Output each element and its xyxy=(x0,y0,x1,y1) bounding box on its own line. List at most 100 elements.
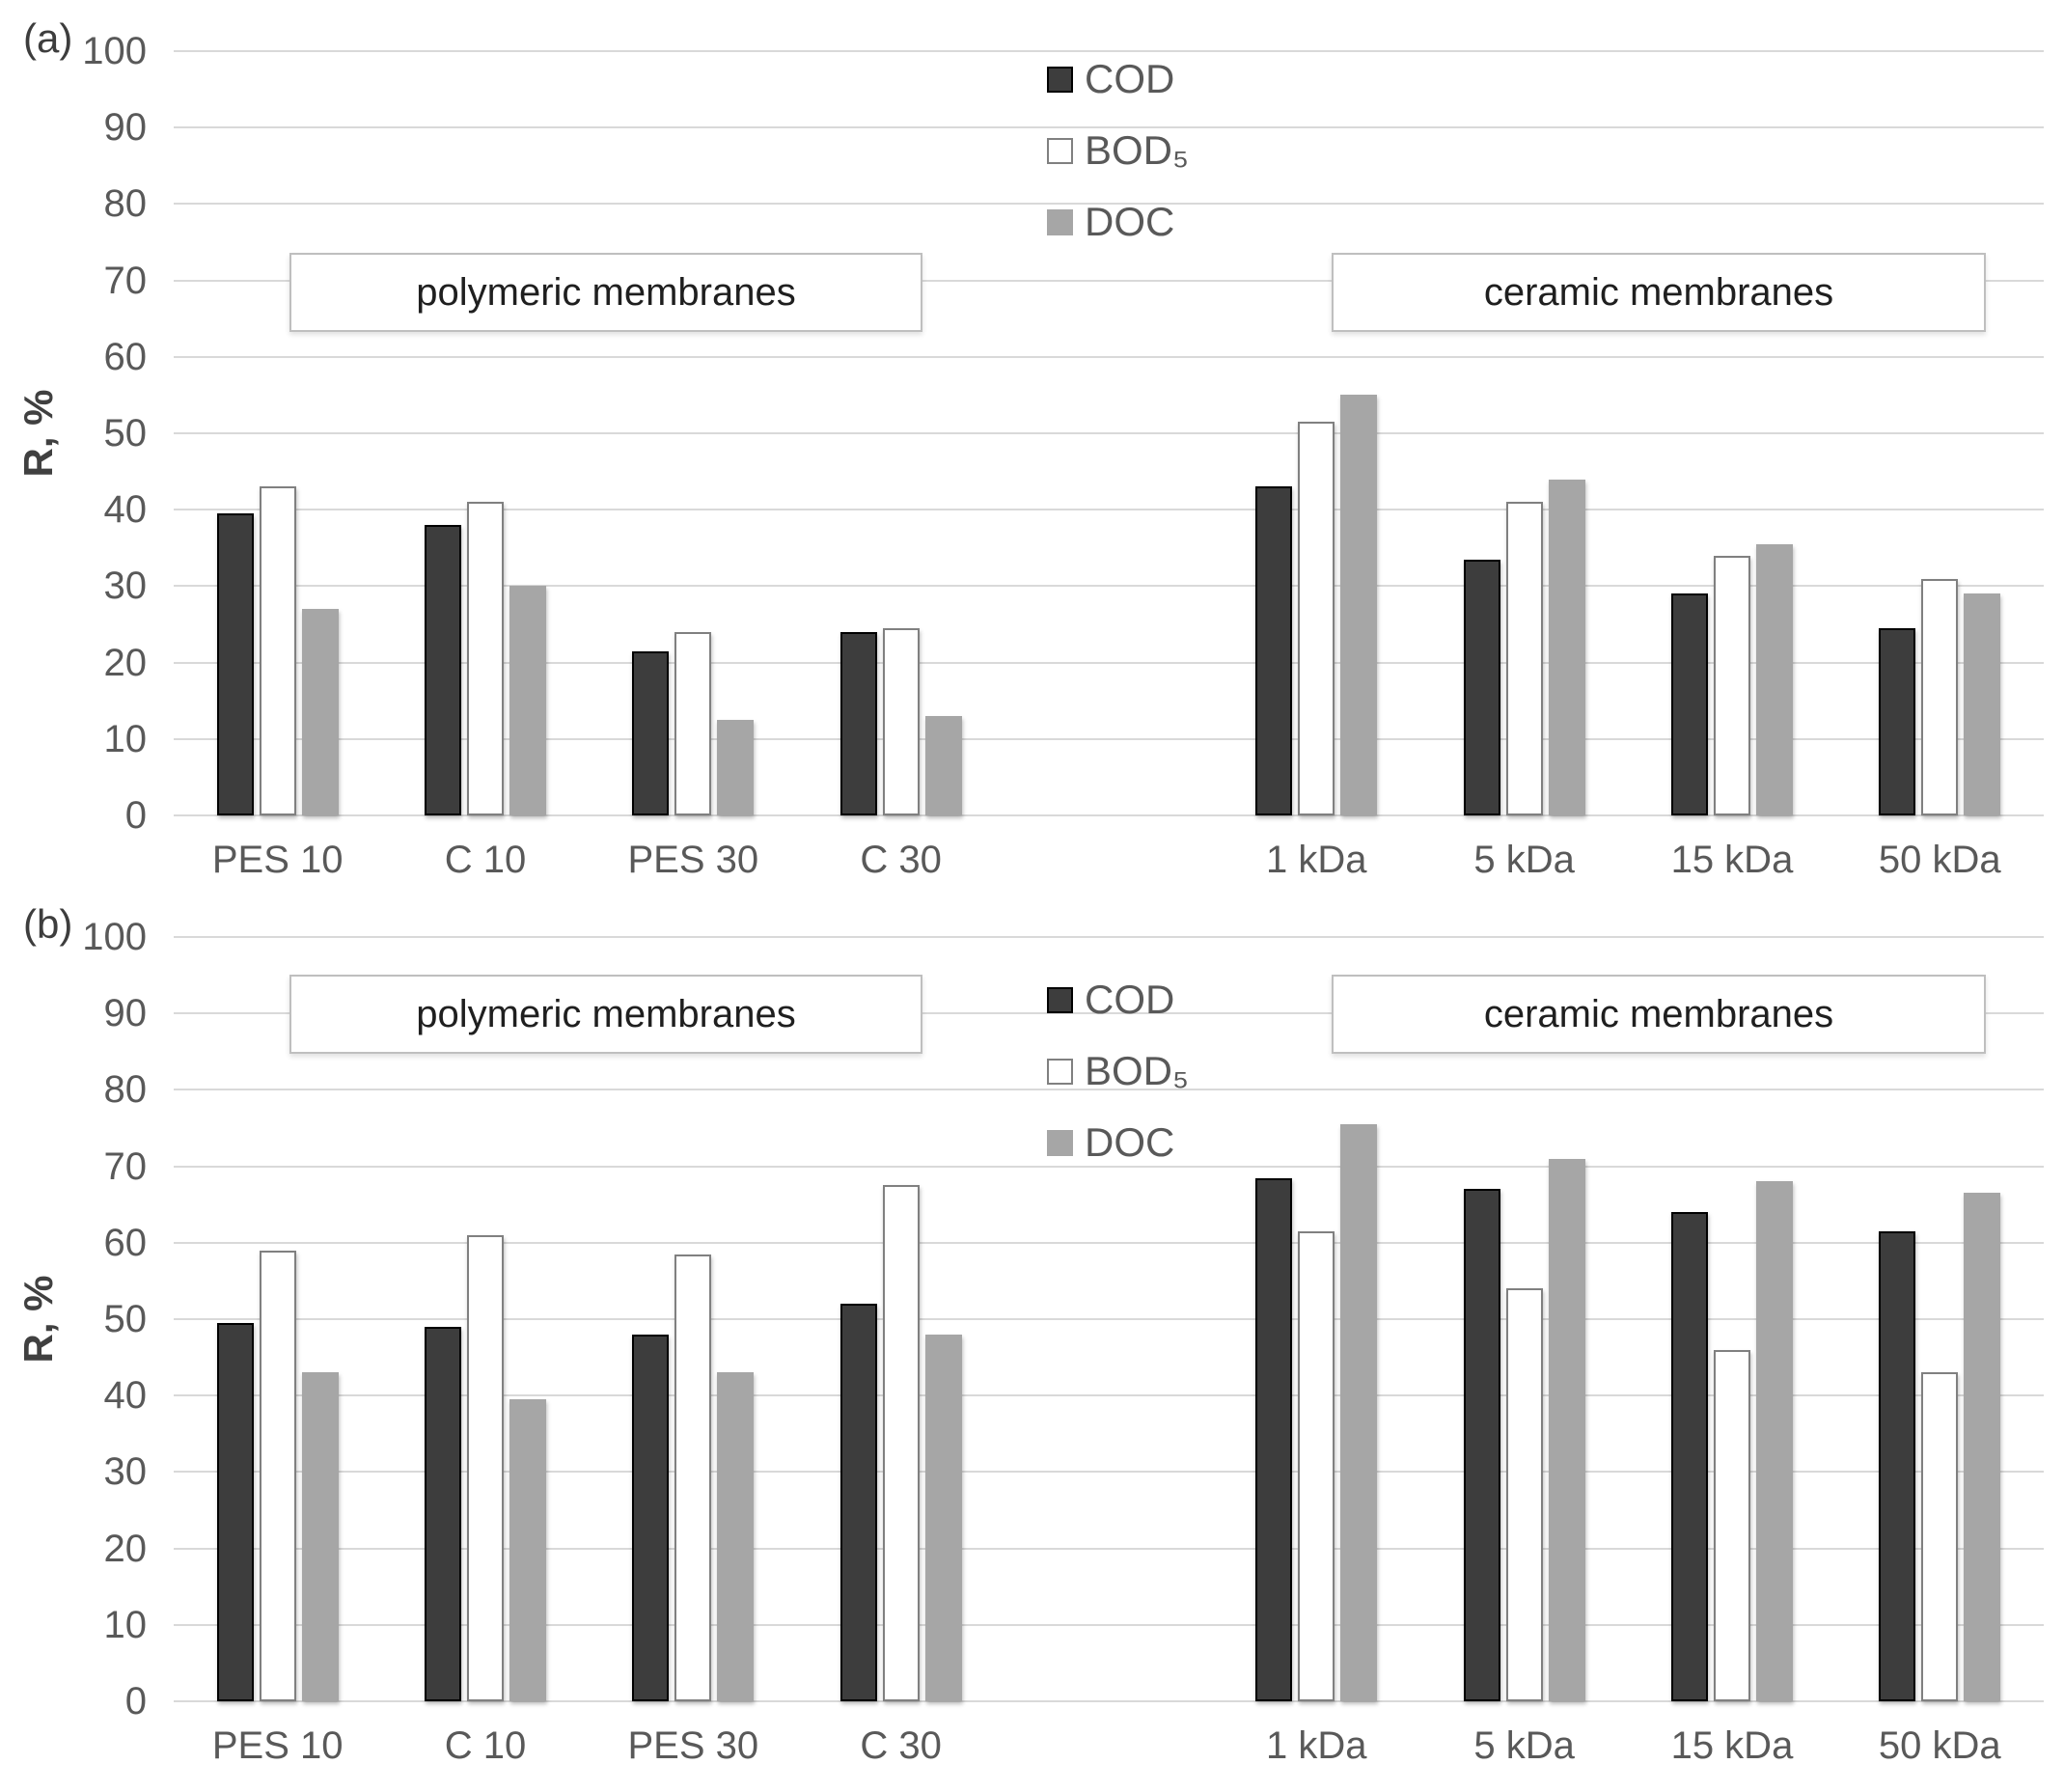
legend-item-COD: COD xyxy=(1047,56,1189,102)
category-spacer xyxy=(1004,1724,1212,1768)
bar-DOC-PES 30 xyxy=(717,1372,755,1701)
category-label-50 kDa: 50 kDa xyxy=(1878,839,2001,881)
legend-item-BOD₅: BOD₅ xyxy=(1047,127,1189,174)
legend-label: BOD₅ xyxy=(1085,1048,1189,1093)
category-label-PES 30: PES 30 xyxy=(627,839,759,881)
bar-COD-PES 30 xyxy=(632,1334,670,1701)
legend-marker-COD xyxy=(1047,986,1073,1013)
legend-marker-DOC xyxy=(1047,1129,1073,1156)
bar-DOC-50 kDa xyxy=(1964,1193,2001,1701)
bar-BOD₅-5 kDa xyxy=(1505,1288,1543,1701)
bar-BOD₅-PES 30 xyxy=(674,631,712,815)
gridline-30 xyxy=(174,1471,2044,1474)
category-label-1 kDa: 1 kDa xyxy=(1266,839,1367,881)
panel-b: (b) R, % polymeric membranes ceramic mem… xyxy=(0,886,2064,1782)
category-axis: PES 10 C 10 PES 30 C 30 1 kDa 5 kDa 15 kDa 50 k… xyxy=(174,839,2044,882)
bar-group-PES 30 xyxy=(590,631,797,815)
panel-a-label: (a) xyxy=(23,15,73,61)
bar-COD-C 30 xyxy=(839,1304,877,1701)
bar-group-15 kDa xyxy=(1628,1181,1835,1701)
bar-BOD₅-15 kDa xyxy=(1713,1349,1750,1701)
gridline-40 xyxy=(174,509,2044,511)
bar-DOC-5 kDa xyxy=(1548,1158,1585,1701)
bar-BOD₅-C 30 xyxy=(882,1185,920,1701)
gridline-50 xyxy=(174,1318,2044,1320)
bar-COD-50 kDa xyxy=(1879,628,1916,815)
legend-marker-BOD₅ xyxy=(1047,1058,1073,1085)
bar-BOD₅-PES 10 xyxy=(259,1250,296,1701)
bar-group-50 kDa xyxy=(1836,1193,2044,1701)
y-tick-100: 100 xyxy=(82,30,147,72)
bar-group-PES 10 xyxy=(174,486,381,815)
y-tick-10: 10 xyxy=(103,1603,148,1646)
bar-BOD₅-C 10 xyxy=(466,502,504,815)
y-tick-90: 90 xyxy=(103,106,148,150)
annotation-ceramic-membranes: ceramic membranes xyxy=(1332,253,1986,332)
bar-group-PES 10 xyxy=(174,1250,381,1701)
legend-item-COD: COD xyxy=(1047,977,1189,1023)
legend-label: DOC xyxy=(1085,199,1175,244)
bar-DOC-15 kDa xyxy=(1755,543,1793,815)
y-tick-60: 60 xyxy=(103,1221,148,1264)
panel-b-label: (b) xyxy=(23,901,73,947)
category-label-15 kDa: 15 kDa xyxy=(1670,1724,1794,1767)
bar-BOD₅-1 kDa xyxy=(1298,1230,1335,1701)
bar-DOC-PES 10 xyxy=(301,1372,339,1701)
bar-BOD₅-50 kDa xyxy=(1921,1372,1959,1701)
bar-COD-1 kDa xyxy=(1255,486,1293,815)
bar-group-C 30 xyxy=(797,1185,1004,1701)
bar-group-5 kDa xyxy=(1420,479,1628,815)
y-tick-100: 100 xyxy=(82,916,147,958)
legend-label: DOC xyxy=(1085,1119,1175,1165)
bar-DOC-C 10 xyxy=(509,586,546,815)
bar-DOC-C 30 xyxy=(924,1334,962,1701)
gridline-70 xyxy=(174,279,2044,282)
bar-group-PES 30 xyxy=(590,1254,797,1701)
annotation-polymeric-membranes: polymeric membranes xyxy=(289,975,922,1054)
gridline-90 xyxy=(174,126,2044,129)
legend-item-BOD₅: BOD₅ xyxy=(1047,1048,1189,1094)
y-tick-20: 20 xyxy=(103,1527,148,1570)
gridline-60 xyxy=(174,355,2044,358)
y-tick-10: 10 xyxy=(103,717,148,760)
category-axis: PES 10 C 10 PES 30 C 30 1 kDa 5 kDa 15 kDa 50 k… xyxy=(174,1724,2044,1768)
bar-group-C 10 xyxy=(381,502,589,815)
bar-group-1 kDa xyxy=(1213,395,1420,815)
bar-BOD₅-15 kDa xyxy=(1713,555,1750,815)
y-tick-40: 40 xyxy=(103,488,148,532)
gridline-10 xyxy=(174,737,2044,740)
category-label-5 kDa: 5 kDa xyxy=(1473,1724,1575,1767)
legend-label: COD xyxy=(1085,56,1175,101)
bar-DOC-1 kDa xyxy=(1340,1124,1378,1701)
category-label-PES 30: PES 30 xyxy=(627,1724,759,1767)
gridline-90 xyxy=(174,1012,2044,1015)
gridline-30 xyxy=(174,585,2044,588)
plot-area xyxy=(174,936,2044,1702)
y-tick-70: 70 xyxy=(103,259,148,302)
bar-group-50 kDa xyxy=(1836,578,2044,815)
bar-group-15 kDa xyxy=(1628,543,1835,815)
bar-COD-PES 30 xyxy=(632,650,670,815)
panel-a: (a) R, % polymeric membranes ceramic mem… xyxy=(15,15,2044,882)
legend-marker-COD xyxy=(1047,66,1073,93)
bar-COD-1 kDa xyxy=(1255,1177,1293,1701)
legend-label: BOD₅ xyxy=(1085,127,1189,173)
bar-COD-5 kDa xyxy=(1463,1189,1500,1701)
gridline-60 xyxy=(174,1241,2044,1244)
annotation-ceramic-membranes: ceramic membranes xyxy=(1332,975,1986,1054)
category-label-PES 10: PES 10 xyxy=(211,839,344,881)
gridline-10 xyxy=(174,1623,2044,1626)
bar-COD-15 kDa xyxy=(1670,593,1708,815)
category-spacer xyxy=(1004,839,1212,882)
bar-BOD₅-C 30 xyxy=(882,628,920,815)
legend-item-DOC: DOC xyxy=(1047,1119,1189,1166)
category-label-1 kDa: 1 kDa xyxy=(1266,1724,1367,1767)
bar-COD-C 10 xyxy=(424,1326,461,1701)
bar-COD-15 kDa xyxy=(1670,1212,1708,1701)
bar-BOD₅-PES 30 xyxy=(674,1254,712,1701)
y-tick-70: 70 xyxy=(103,1144,148,1188)
y-tick-80: 80 xyxy=(103,182,148,226)
y-tick-90: 90 xyxy=(103,992,148,1035)
bar-COD-PES 10 xyxy=(216,1323,254,1701)
category-label-5 kDa: 5 kDa xyxy=(1473,839,1575,881)
